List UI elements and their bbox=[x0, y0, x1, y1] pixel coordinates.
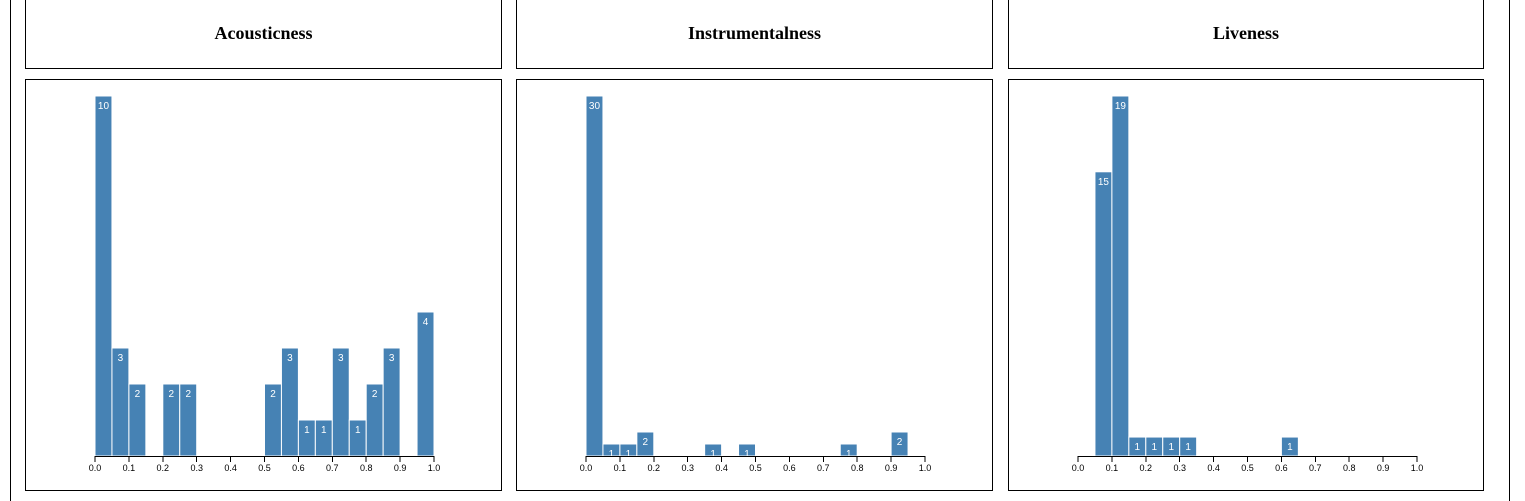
bar-count-label: 1 bbox=[1287, 442, 1293, 453]
chart-panel-instrumentalness: 30 1 1 2 1 1 1 2 0.0 0.1 0.2 0.3 0.4 0.5 0.6 0.7 0.8 0.9 1… bbox=[516, 79, 993, 491]
x-tick-label: 0.4 bbox=[224, 463, 237, 473]
panel-title: Liveness bbox=[1212, 23, 1279, 43]
x-tick-label: 0.1 bbox=[1106, 463, 1119, 473]
x-tick-label: 0.8 bbox=[1343, 463, 1356, 473]
histogram-bar bbox=[331, 347, 350, 457]
x-tick-label: 0.8 bbox=[360, 463, 373, 473]
right-frame-line bbox=[1509, 0, 1510, 501]
bar-count-label: 1 bbox=[321, 425, 327, 436]
bar-count-label: 4 bbox=[423, 317, 429, 328]
panel-title-box-acousticness: Acousticness bbox=[25, 0, 502, 69]
bar-count-label: 1 bbox=[744, 449, 750, 460]
x-tick-label: 0.7 bbox=[817, 463, 830, 473]
x-tick-label: 1.0 bbox=[428, 463, 441, 473]
x-tick-label: 0.9 bbox=[1377, 463, 1390, 473]
panel-title-box-liveness: Liveness bbox=[1008, 0, 1484, 69]
bar-count-label: 2 bbox=[270, 389, 276, 400]
bar-count-label: 2 bbox=[168, 389, 174, 400]
x-tick-label: 0.2 bbox=[1140, 463, 1153, 473]
bar-count-label: 2 bbox=[643, 437, 649, 448]
histogram-bar bbox=[94, 95, 113, 457]
histogram-bar bbox=[280, 347, 299, 457]
bar-count-label: 10 bbox=[98, 101, 110, 112]
x-tick-label: 0.9 bbox=[394, 463, 407, 473]
x-tick-label: 0.5 bbox=[749, 463, 762, 473]
bar-count-label: 15 bbox=[1098, 177, 1110, 188]
x-tick-label: 0.2 bbox=[157, 463, 170, 473]
bar-count-label: 3 bbox=[389, 353, 395, 364]
bar-count-label: 2 bbox=[185, 389, 191, 400]
bar-count-label: 1 bbox=[609, 449, 615, 460]
x-tick-label: 0.7 bbox=[326, 463, 339, 473]
histogram-bar bbox=[1111, 95, 1130, 457]
x-tick-label: 0.6 bbox=[292, 463, 305, 473]
chart-panel-liveness: 15 19 1 1 1 1 1 0.0 0.1 0.2 0.3 0.4 0.5 0.6 0.7 0.8 0.9 1… bbox=[1008, 79, 1484, 491]
panel-title-box-instrumentalness: Instrumentalness bbox=[516, 0, 993, 69]
x-tick-label: 0.1 bbox=[123, 463, 136, 473]
histogram-bar bbox=[585, 95, 604, 457]
histogram-bar bbox=[1094, 171, 1113, 457]
bar-count-label: 1 bbox=[1185, 442, 1191, 453]
histogram-instrumentalness: 301 121 1 120.0 0.1 0.2 0.3 0.4 0.5 0.6 0.7 0.8 0.9 1… bbox=[580, 95, 932, 473]
panel-title: Acousticness bbox=[214, 23, 313, 43]
bar-count-label: 1 bbox=[846, 449, 852, 460]
bar-count-label: 3 bbox=[118, 353, 124, 364]
x-tick-label: 0.2 bbox=[648, 463, 661, 473]
bar-count-label: 2 bbox=[372, 389, 378, 400]
x-tick-label: 0.6 bbox=[1275, 463, 1288, 473]
bar-count-label: 2 bbox=[897, 437, 903, 448]
bar-count-label: 1 bbox=[1151, 442, 1157, 453]
x-tick-label: 0.0 bbox=[1072, 463, 1085, 473]
panel-title: Instrumentalness bbox=[687, 23, 821, 43]
bar-count-label: 1 bbox=[355, 425, 361, 436]
bar-count-label: 2 bbox=[135, 389, 141, 400]
x-tick-label: 0.5 bbox=[1241, 463, 1254, 473]
x-tick-label: 0.7 bbox=[1309, 463, 1322, 473]
histogram-bar bbox=[382, 347, 401, 457]
bar-count-label: 19 bbox=[1115, 101, 1127, 112]
bar-count-label: 30 bbox=[589, 101, 601, 112]
left-frame-line bbox=[10, 0, 11, 501]
bar-count-label: 3 bbox=[287, 353, 293, 364]
x-tick-label: 1.0 bbox=[919, 463, 932, 473]
histogram-bar bbox=[416, 311, 435, 457]
x-tick-label: 0.0 bbox=[89, 463, 102, 473]
bar-count-label: 1 bbox=[304, 425, 310, 436]
bar-count-label: 1 bbox=[626, 449, 632, 460]
bar-count-label: 3 bbox=[338, 353, 344, 364]
x-tick-label: 0.4 bbox=[715, 463, 728, 473]
x-tick-label: 0.3 bbox=[190, 463, 203, 473]
x-tick-label: 0.3 bbox=[1173, 463, 1186, 473]
x-tick-label: 0.5 bbox=[258, 463, 271, 473]
x-tick-label: 0.3 bbox=[681, 463, 694, 473]
x-tick-label: 0.0 bbox=[580, 463, 593, 473]
histogram-bar bbox=[111, 347, 130, 457]
x-tick-label: 0.8 bbox=[851, 463, 864, 473]
x-tick-label: 0.6 bbox=[783, 463, 796, 473]
x-tick-label: 0.9 bbox=[885, 463, 898, 473]
bar-count-label: 1 bbox=[710, 449, 716, 460]
x-tick-label: 1.0 bbox=[1411, 463, 1424, 473]
chart-panel-acousticness: 10 3 2 2 2 2 3 1 1 3 1 2 3 4 0.0 0.1 0.2 0.3 0.4 0.5 0.6 0.7 0… bbox=[25, 79, 502, 491]
x-tick-label: 0.1 bbox=[614, 463, 627, 473]
bar-count-label: 1 bbox=[1135, 442, 1141, 453]
bar-count-label: 1 bbox=[1168, 442, 1174, 453]
x-tick-label: 0.4 bbox=[1207, 463, 1220, 473]
